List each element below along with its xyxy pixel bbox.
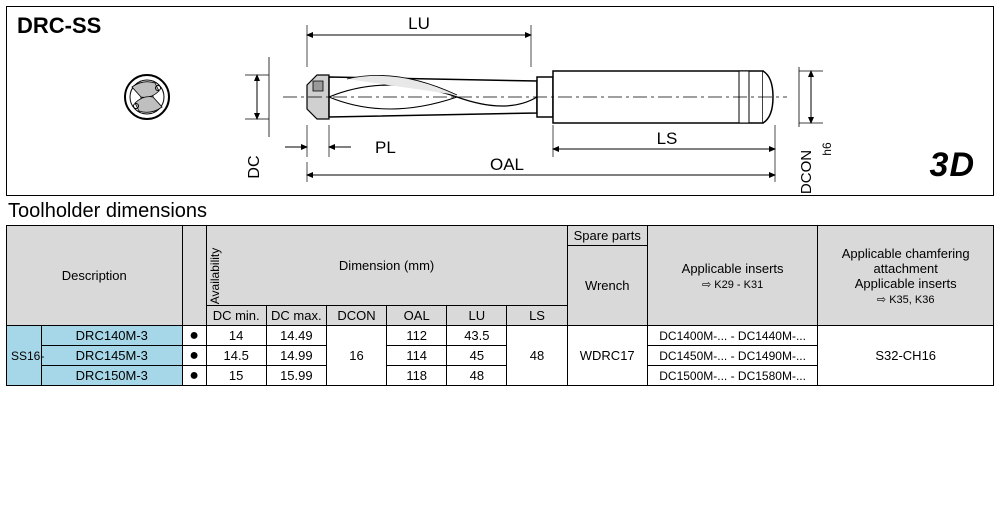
diagram-panel: DRC-SS 3D xyxy=(6,6,994,196)
label-oal: OAL xyxy=(490,155,524,174)
row-desc: DRC140M-3 xyxy=(42,326,182,346)
tool-diagram: DC DCON h6 LU PL OAL LS xyxy=(7,7,993,195)
hdr-chamfer: Applicable chamfering attachment Applica… xyxy=(818,226,994,326)
label-lu: LU xyxy=(408,14,430,33)
hdr-dcmin: DC min. xyxy=(206,306,266,326)
hdr-oal: OAL xyxy=(387,306,447,326)
hdr-availability: Availability xyxy=(182,226,206,326)
table-row: SS16- DRC140M-3 ● 14 14.49 16 112 43.5 4… xyxy=(7,326,994,346)
hdr-wrench: Wrench xyxy=(567,246,647,326)
label-dc: DC xyxy=(246,155,263,178)
label-dcon: DCON xyxy=(798,150,815,194)
row-avail: ● xyxy=(182,326,206,346)
label-pl: PL xyxy=(375,138,396,157)
hdr-spare-parts: Spare parts xyxy=(567,226,647,246)
label-ls: LS xyxy=(657,129,678,148)
dimensions-table: Description Availability Dimension (mm) … xyxy=(6,225,994,386)
hdr-inserts: Applicable inserts ⇨ K29 - K31 xyxy=(647,226,818,326)
section-title: Toolholder dimensions xyxy=(8,200,994,223)
label-h6: h6 xyxy=(820,142,834,156)
hdr-dimension-group: Dimension (mm) xyxy=(206,226,567,306)
hdr-description: Description xyxy=(7,226,183,326)
hdr-dcmax: DC max. xyxy=(266,306,326,326)
hdr-ls: LS xyxy=(507,306,567,326)
row-prefix: SS16- xyxy=(7,326,42,386)
hdr-lu: LU xyxy=(447,306,507,326)
hdr-dcon: DCON xyxy=(326,306,386,326)
